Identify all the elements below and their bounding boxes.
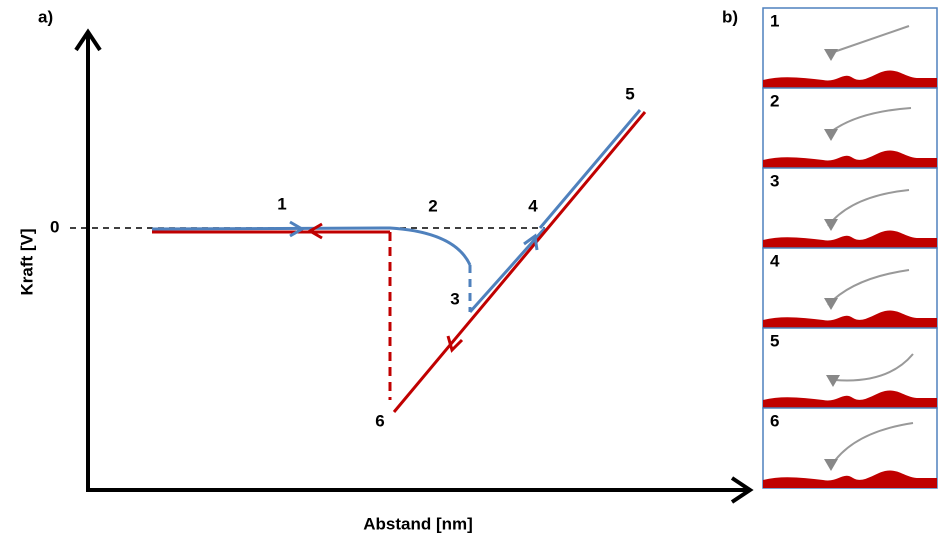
zero-label: 0	[50, 217, 59, 236]
point-label: 4	[528, 196, 538, 215]
afm-panel: 6	[763, 408, 937, 488]
panel-frame	[763, 8, 937, 88]
y-axis-label: Kraft [V]	[17, 228, 36, 295]
panel-number: 3	[770, 171, 779, 190]
panels: 1 2 3 4 5 6	[763, 8, 937, 488]
approach-line	[152, 228, 470, 265]
panel-frame	[763, 88, 937, 168]
point-label: 2	[428, 196, 437, 215]
panel-frame	[763, 408, 937, 488]
panel-number: 5	[770, 331, 779, 350]
panel-number: 6	[770, 411, 779, 430]
x-axis-label: Abstand [nm]	[363, 514, 473, 533]
contact-approach-upper	[540, 110, 640, 228]
panel-number: 1	[770, 11, 779, 30]
afm-panel: 1	[763, 8, 937, 88]
contact-retract	[394, 112, 645, 412]
diagram: a) b) Kraft [V] Abstand [nm] 0 1 2 3 4 5…	[0, 0, 940, 540]
afm-panel: 3	[763, 168, 937, 248]
panel-number: 2	[770, 91, 779, 110]
contact-approach	[470, 228, 545, 312]
panel-b-label: b)	[722, 7, 738, 26]
point-label: 6	[375, 411, 384, 430]
afm-panel: 4	[763, 248, 937, 328]
panel-a-label: a)	[38, 7, 53, 26]
afm-panel: 5	[763, 328, 937, 408]
panel-frame	[763, 328, 937, 408]
point-label: 5	[625, 84, 634, 103]
point-label: 3	[450, 289, 459, 308]
panel-number: 4	[770, 251, 780, 270]
point-label: 1	[277, 194, 286, 213]
afm-panel: 2	[763, 88, 937, 168]
